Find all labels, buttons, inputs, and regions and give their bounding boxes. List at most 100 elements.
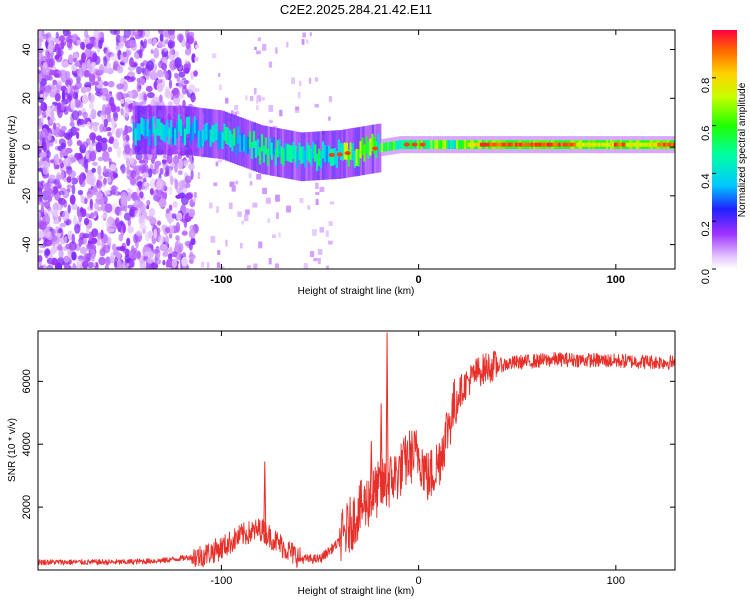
spectrogram-noise-cell [156, 79, 160, 84]
spectrogram-noise-cell [161, 62, 168, 71]
spectrogram-noise-cell [310, 251, 315, 258]
spectrogram-noise-cell [70, 177, 79, 185]
spectrogram-noise-cell [123, 107, 130, 118]
spectrogram-ridge-cell [180, 119, 183, 137]
spectrogram-ridge-peak [336, 152, 343, 157]
spectrogram-noise-cell [39, 84, 45, 95]
spectrogram-noise-cell [136, 81, 142, 93]
spectrogram-noise-cell [98, 256, 106, 266]
spectrogram-ridge-peak [611, 142, 615, 147]
spectrogram-noise-cell [45, 150, 51, 159]
spectrogram-ridge-peak [523, 142, 526, 147]
spectrogram-ridge-peak [572, 142, 575, 147]
spectrogram-noise-cell [103, 234, 108, 244]
spectrogram-noise-cell [57, 80, 63, 85]
spectrogram-noise-cell [315, 182, 319, 189]
spectrogram-ridge-peak [631, 142, 634, 147]
spectrogram-noise-cell [116, 260, 124, 269]
spectrogram-ridge-peak [661, 142, 664, 147]
spectrogram-noise-cell [171, 213, 177, 219]
spectrogram-ridge-cell [347, 149, 350, 167]
spectrogram-ridge-cell [172, 127, 175, 145]
spectrogram-ridge-cell [191, 122, 194, 140]
spectrogram-ridge-peak [529, 142, 532, 147]
spectrogram-noise-cell [177, 170, 183, 176]
spectrogram-noise-cell [89, 198, 94, 209]
spectrogram-ridge-peak [479, 142, 482, 147]
spectrogram-noise-cell [138, 49, 143, 59]
spectrogram-noise-cell [63, 236, 68, 244]
spectrogram-noise-cell [181, 256, 188, 267]
spectrogram-noise-cell [74, 61, 81, 67]
spectrogram-ridge-peak [594, 142, 597, 147]
spectrogram-noise-cell [105, 221, 111, 227]
spectrogram-ridge-peak [588, 142, 591, 147]
spectrogram-noise-cell [257, 37, 262, 42]
spectrogram-noise-cell [139, 215, 144, 224]
colorbar-gradient [712, 30, 737, 269]
spectrogram-noise-cell [328, 116, 331, 121]
spectrogram-noise-cell [174, 163, 178, 173]
spectrogram-noise-cell [111, 184, 117, 196]
spectrogram-noise-cell [38, 181, 44, 192]
spectrogram-noise-cell [164, 235, 169, 246]
spectrogram-ridge-cell [430, 140, 433, 149]
spectrogram-noise-cell [59, 162, 65, 168]
spectrogram-noise-cell [309, 32, 312, 37]
spectrogram-ridge-peak [540, 142, 544, 147]
spectrogram-noise-cell [129, 208, 135, 218]
spectrogram-noise-cell [86, 252, 92, 257]
spectrogram-ridge-peak [473, 142, 476, 147]
spectrogram-noise-cell [312, 229, 317, 236]
spectrogram-noise-cell [54, 189, 61, 201]
spectrogram-noise-cell [194, 192, 197, 198]
spectrogram-noise-cell [319, 227, 325, 233]
spectrogram-noise-cell [112, 250, 119, 256]
spectrogram-ridge-cell [227, 128, 230, 146]
spectrogram-noise-cell [231, 110, 234, 116]
spectrogram-ridge-peak [467, 142, 471, 147]
spectrogram-ridge-cell [466, 140, 469, 149]
spectrogram-ridge-peak [515, 142, 518, 147]
spectrogram-ridge-cell [436, 140, 439, 149]
spectrogram-ridge-cell [442, 140, 445, 149]
spectrogram-noise-cell [110, 52, 118, 61]
spectrogram-noise-cell [38, 230, 45, 239]
snr-x-ticks: -100 0 100 [210, 331, 625, 587]
spectrogram-ridge-cell [320, 151, 323, 169]
spectrogram-noise-cell [38, 59, 42, 67]
spectrogram-noise-cell [152, 249, 160, 254]
colorbar-tick-label: 0.6 [700, 126, 712, 141]
spectrogram-noise-cell [67, 204, 71, 214]
spectrogram-noise-cell [86, 58, 91, 70]
spectrogram-noise-cell [181, 86, 188, 95]
spectrogram-noise-cell [138, 164, 147, 174]
spectrogram-ridge-cell [211, 125, 214, 143]
spectrogram-noise-cell [122, 81, 128, 92]
spectrogram-noise-cell [188, 84, 196, 94]
spectrogram-noise-cell [236, 111, 240, 115]
spectrogram-noise-cell [167, 30, 175, 36]
spectrogram-noise-cell [93, 210, 99, 217]
spectrogram-noise-cell [174, 241, 179, 250]
spectrogram-noise-cell [295, 106, 299, 111]
spectrogram-noise-cell [121, 93, 130, 98]
spectrogram-ridge-peak [607, 142, 611, 147]
spectrogram-ridge-cell [359, 141, 362, 159]
spectrogram-ridge-cell [339, 142, 342, 160]
spectrogram-noise-cell [83, 236, 87, 245]
spectrogram-ridge-cell [387, 142, 390, 151]
spectrogram-ridge-cell [302, 146, 305, 164]
spectrogram-ridge-peak [651, 142, 654, 147]
spectrogram-noise-cell [145, 247, 152, 253]
spectrogram-noise-cell [195, 45, 200, 48]
spectrogram-noise-cell [73, 72, 78, 78]
spectrogram-ridge-peak [411, 142, 418, 147]
spectrogram-noise-cell [125, 49, 130, 58]
spectrogram-noise-cell [258, 241, 263, 249]
spectrogram-y-tick-label: 20 [21, 92, 33, 104]
spectrogram-noise-cell [126, 157, 130, 167]
spectrogram-noise-cell [102, 150, 110, 162]
spectrogram-noise-cell [72, 263, 77, 269]
spectrogram-x-tick-label: 0 [416, 274, 422, 286]
